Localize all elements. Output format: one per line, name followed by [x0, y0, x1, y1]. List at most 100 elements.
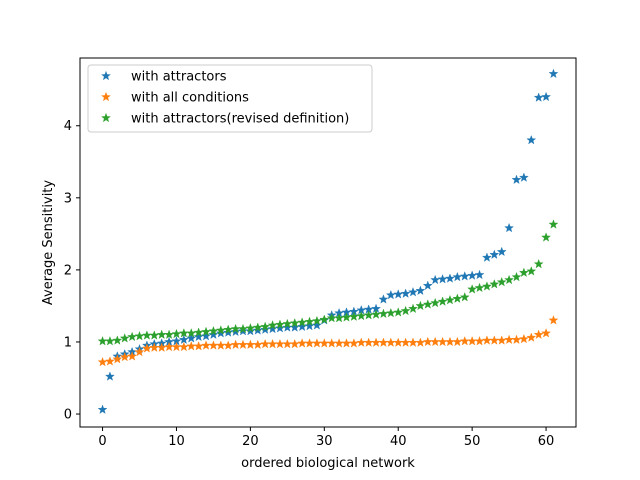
data-point: [504, 222, 515, 233]
data-point: [518, 172, 529, 182]
data-point: [496, 246, 507, 257]
data-point: [526, 332, 537, 342]
data-point: [245, 325, 256, 336]
data-point: [548, 219, 559, 229]
data-point: [245, 323, 256, 333]
data-point: [533, 258, 544, 269]
data-point: [378, 308, 389, 319]
data-point: [223, 327, 234, 337]
data-point: [548, 315, 559, 325]
data-point: [489, 249, 500, 259]
data-point: [356, 310, 367, 321]
data-point: [208, 329, 219, 339]
data-point: [238, 323, 248, 334]
data-point: [474, 282, 485, 293]
data-point: [526, 134, 537, 145]
data-point: [97, 356, 108, 367]
data-point: [260, 324, 271, 334]
data-point: [541, 232, 551, 242]
x-tick-label: 60: [538, 434, 555, 449]
data-point: [437, 296, 448, 306]
data-point: [208, 325, 219, 336]
series-2: [97, 315, 559, 367]
x-tick-label: 30: [316, 434, 333, 449]
legend-item: with attractors(revised definition): [101, 112, 349, 127]
data-point: [112, 335, 123, 345]
data-point: [415, 337, 426, 347]
data-point: [467, 270, 478, 280]
data-point: [533, 329, 544, 339]
data-point: [511, 271, 522, 282]
x-tick-label: 50: [464, 434, 481, 449]
data-point: [304, 316, 315, 326]
data-point: [541, 328, 551, 338]
data-point: [105, 371, 115, 381]
legend-label: with attractors: [131, 70, 227, 85]
legend-marker: [101, 91, 111, 102]
legend: with attractors with all conditions with a…: [87, 64, 373, 133]
data-point: [289, 318, 300, 328]
data-point: [459, 271, 470, 281]
y-tick-label: 2: [64, 263, 72, 278]
legend-label: with attractors(revised definition): [131, 112, 349, 127]
data-point: [201, 331, 211, 341]
data-point: [408, 287, 418, 297]
data-point: [252, 339, 263, 350]
data-point: [119, 333, 130, 343]
data-point: [504, 274, 515, 285]
data-point: [178, 334, 189, 344]
data-point: [518, 267, 529, 277]
data-point: [127, 331, 138, 342]
data-point: [112, 354, 123, 364]
data-point: [385, 307, 396, 318]
data-point: [141, 343, 152, 353]
data-point: [400, 305, 411, 316]
data-marks: [97, 68, 559, 414]
y-tick-label: 4: [64, 119, 72, 134]
legend-item: with all conditions: [101, 91, 249, 106]
data-point: [201, 326, 211, 337]
data-point: [533, 92, 544, 102]
data-point: [393, 289, 404, 299]
data-point: [348, 338, 359, 348]
data-point: [275, 319, 285, 329]
data-point: [459, 292, 470, 302]
data-point: [496, 276, 507, 287]
data-point: [223, 340, 234, 350]
data-point: [437, 274, 448, 284]
data-point: [97, 404, 108, 414]
data-point: [363, 310, 374, 320]
data-point: [282, 318, 293, 329]
legend-marker: [101, 112, 111, 123]
data-point: [422, 280, 433, 290]
data-point: [105, 336, 115, 346]
x-tick-label: 40: [390, 434, 407, 449]
data-point: [548, 68, 559, 79]
x-tick-label: 10: [168, 434, 185, 449]
data-point: [371, 309, 381, 319]
data-point: [319, 314, 330, 324]
plot-frame: [79, 57, 577, 428]
data-point: [127, 351, 138, 361]
data-point: [275, 323, 285, 333]
data-point: [171, 328, 182, 339]
data-point: [252, 322, 263, 332]
legend-label: with all conditions: [131, 91, 249, 106]
data-point: [215, 328, 226, 338]
data-point: [186, 328, 197, 338]
data-point: [474, 269, 485, 280]
y-axis-label: Average Sensitivity: [41, 180, 56, 306]
y-tick-label: 1: [64, 335, 72, 350]
data-point: [445, 273, 455, 283]
data-point: [186, 333, 197, 343]
data-point: [134, 331, 145, 341]
data-point: [430, 297, 441, 308]
data-point: [415, 300, 426, 311]
data-point: [311, 315, 322, 326]
data-point: [378, 294, 389, 304]
legend-item: with attractors: [101, 70, 227, 85]
data-point: [267, 323, 278, 334]
y-tick-label: 0: [64, 408, 72, 423]
data-point: [134, 346, 145, 357]
x-axis: 0 10 20 30 40 50 60: [98, 427, 554, 449]
